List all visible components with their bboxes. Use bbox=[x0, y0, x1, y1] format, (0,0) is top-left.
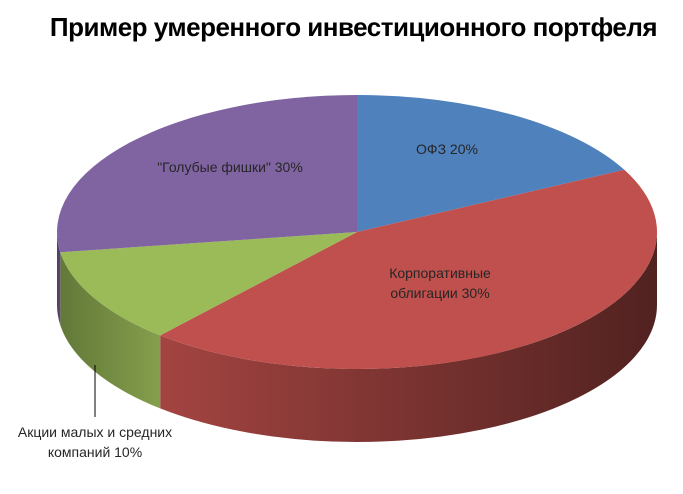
pie-side-faces bbox=[57, 232, 657, 442]
pie-slice-blue-chips bbox=[57, 95, 358, 253]
pie-slice-ofz bbox=[357, 95, 625, 232]
pie-slice-small-mid-cap bbox=[60, 232, 358, 336]
pie-slice-ofz-label: ОФЗ 20% bbox=[416, 141, 478, 157]
pie-slice-small-mid-cap-label: Акции малых и средних компаний 10% bbox=[18, 424, 172, 460]
pie-top-faces bbox=[57, 95, 657, 369]
pie-labels: ОФЗ 20% Корпоративные облигации 30% Акции м… bbox=[18, 141, 491, 460]
pie-slice-blue-chips-side bbox=[57, 232, 61, 326]
pie-slice-corporate-bonds-side bbox=[160, 232, 657, 442]
pie-slice-blue-chips-label: "Голубые фишки" 30% bbox=[157, 159, 303, 175]
chart-title: Пример умеренного инвестиционного портфе… bbox=[49, 12, 658, 42]
pie-slice-small-mid-cap-side bbox=[60, 252, 161, 409]
pie-slice-corporate-bonds bbox=[160, 169, 657, 369]
pie-slice-corporate-bonds-label: Корпоративные облигации 30% bbox=[389, 265, 491, 301]
